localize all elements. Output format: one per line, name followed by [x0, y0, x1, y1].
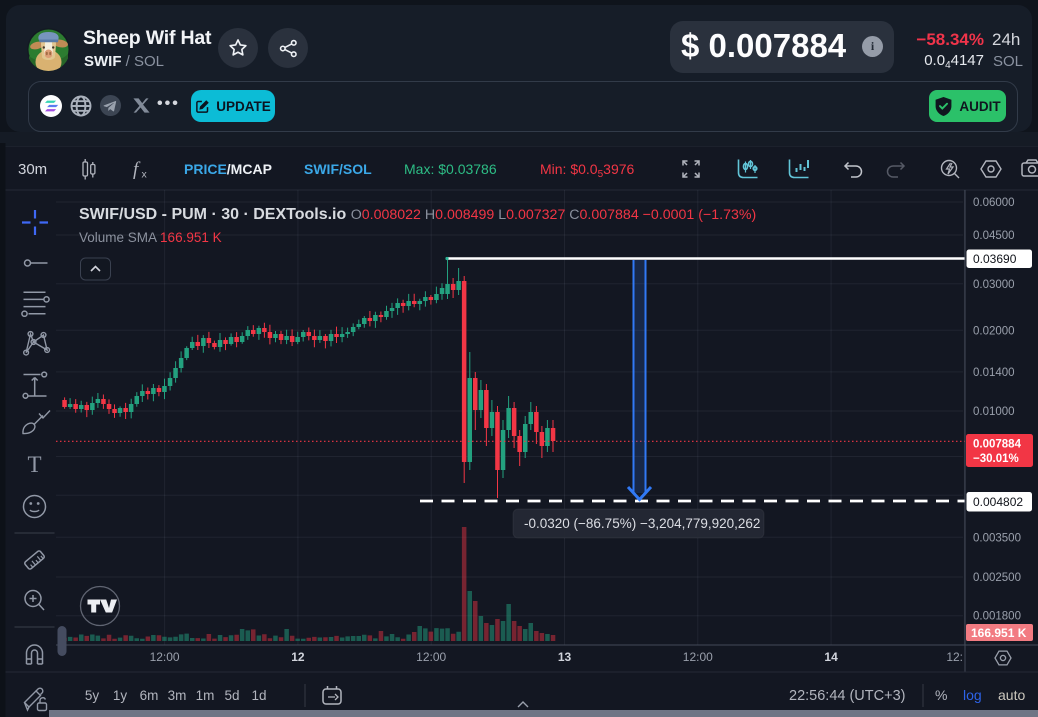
svg-text:22:56:44 (UTC+3): 22:56:44 (UTC+3) — [789, 688, 905, 704]
svg-text:-0.0320 (−86.75%) −3,204,779,9: -0.0320 (−86.75%) −3,204,779,920,262 — [524, 516, 760, 531]
svg-text:log: log — [963, 687, 982, 703]
svg-text:0.03000: 0.03000 — [973, 279, 1015, 291]
svg-text:f: f — [133, 159, 141, 180]
svg-text:3m: 3m — [168, 688, 187, 703]
svg-text:0.04500: 0.04500 — [973, 230, 1015, 242]
svg-text:%: % — [935, 687, 947, 703]
svg-text:1d: 1d — [251, 688, 266, 703]
svg-text:auto: auto — [998, 687, 1025, 703]
svg-text:−30.01%: −30.01% — [973, 453, 1019, 465]
svg-text:SWIF/SOL: SWIF/SOL — [304, 161, 372, 177]
svg-text:12: 12 — [291, 650, 305, 664]
svg-text:x: x — [142, 169, 148, 181]
svg-text:166.951 K: 166.951 K — [971, 626, 1027, 640]
svg-text:0.001800: 0.001800 — [973, 611, 1021, 623]
svg-text:T: T — [27, 452, 41, 477]
svg-text:0.02000: 0.02000 — [973, 325, 1015, 337]
svg-text:0.03690: 0.03690 — [973, 252, 1017, 266]
svg-text:Max: $0.03786: Max: $0.03786 — [404, 161, 497, 177]
svg-text:0.01000: 0.01000 — [973, 406, 1015, 418]
svg-text:12:00: 12:00 — [416, 650, 446, 664]
svg-text:30m: 30m — [18, 161, 47, 178]
svg-text:Volume SMA 166.951 K: Volume SMA 166.951 K — [79, 230, 222, 245]
svg-text:13: 13 — [558, 650, 572, 664]
svg-text:Min: $0.053976: Min: $0.053976 — [540, 161, 635, 180]
svg-text:12:00: 12:00 — [150, 650, 180, 664]
svg-text:5y: 5y — [85, 688, 100, 703]
svg-text:1m: 1m — [196, 688, 215, 703]
svg-text:12:00: 12:00 — [683, 650, 713, 664]
svg-text:PRICE/MCAP: PRICE/MCAP — [184, 161, 272, 177]
svg-text:0.004802: 0.004802 — [973, 495, 1023, 509]
svg-text:0.003500: 0.003500 — [973, 532, 1021, 544]
svg-text:0.06000: 0.06000 — [973, 197, 1015, 209]
svg-text:0.002500: 0.002500 — [973, 572, 1021, 584]
svg-text:5d: 5d — [224, 688, 239, 703]
svg-text:0.007884: 0.007884 — [973, 439, 1022, 451]
svg-text:6m: 6m — [140, 688, 159, 703]
svg-text:SWIF/USD - PUM · 30 · DEXTools: SWIF/USD - PUM · 30 · DEXTools.io O0.008… — [79, 206, 756, 223]
svg-text:0.01400: 0.01400 — [973, 367, 1015, 379]
svg-text:12:: 12: — [946, 650, 963, 664]
svg-text:14: 14 — [824, 650, 838, 664]
svg-text:1y: 1y — [113, 688, 128, 703]
